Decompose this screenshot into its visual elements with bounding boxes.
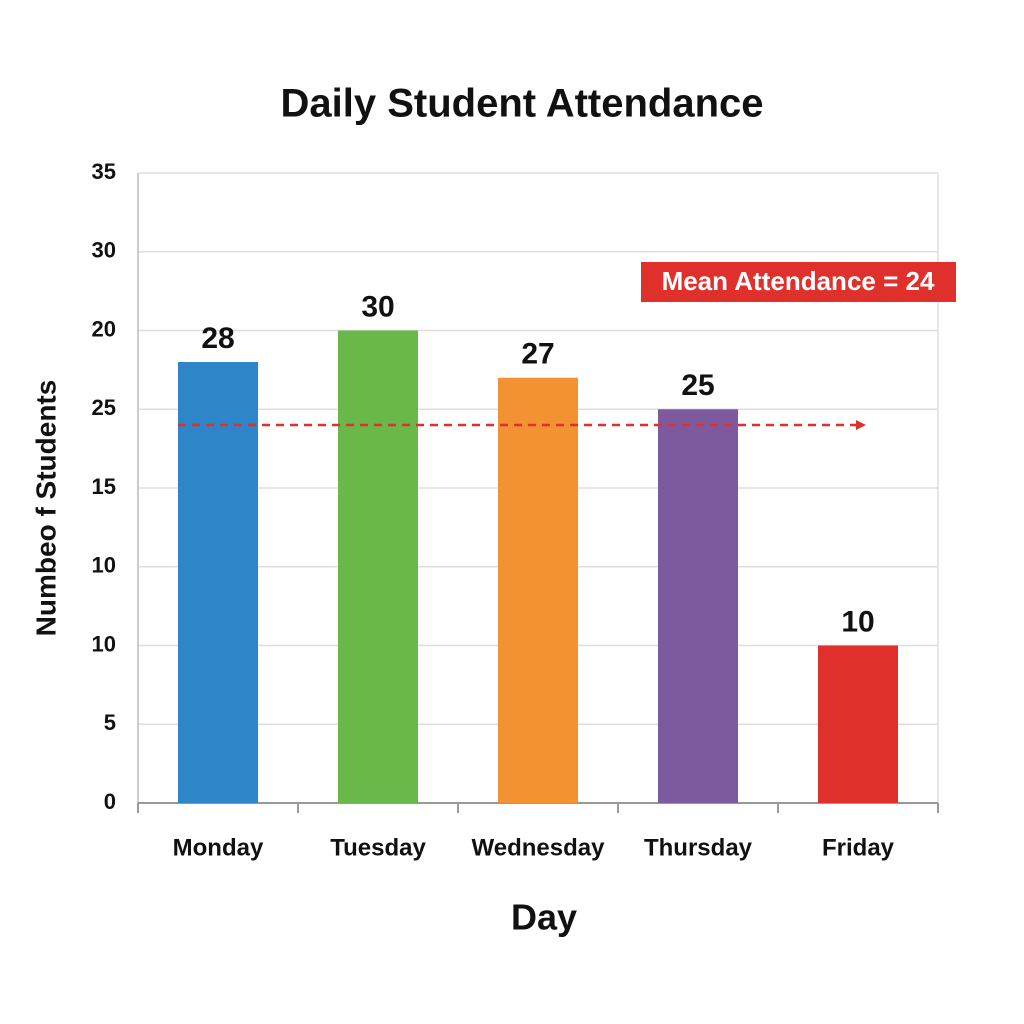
mean-arrow: [856, 420, 866, 430]
mean-label-box: [641, 262, 956, 302]
y-tick-label: 10: [92, 631, 116, 656]
bar: [498, 377, 578, 803]
x-tick-label: Tuesday: [330, 834, 426, 861]
bar: [178, 362, 258, 803]
x-axis-label: Day: [511, 897, 577, 938]
data-label: 10: [841, 605, 874, 638]
x-tick-label: Wednesday: [472, 834, 606, 861]
data-label: 25: [681, 369, 714, 402]
x-tick-label: Friday: [822, 834, 895, 861]
y-tick-label: 0: [104, 789, 116, 814]
y-tick-label: 25: [92, 395, 116, 420]
y-tick-label: 15: [92, 474, 116, 499]
data-label: 27: [521, 338, 554, 371]
bar: [338, 330, 418, 803]
bar: [818, 645, 898, 803]
data-label: 30: [361, 290, 394, 323]
x-tick-label: Monday: [173, 834, 264, 861]
chart-title: Daily Student Attendance: [280, 82, 763, 126]
y-tick-label: 10: [92, 553, 116, 578]
x-tick-label: Thursday: [644, 834, 753, 861]
y-axis-label: Numbeo f Students: [30, 380, 61, 637]
mean-label: Mean Attendance = 24: [662, 266, 935, 296]
y-tick-label: 5: [104, 710, 116, 735]
y-tick-label: 20: [92, 316, 116, 341]
y-tick-label: 35: [92, 159, 116, 184]
data-label: 28: [201, 322, 234, 355]
y-tick-label: 30: [92, 238, 116, 263]
bar: [658, 409, 738, 803]
